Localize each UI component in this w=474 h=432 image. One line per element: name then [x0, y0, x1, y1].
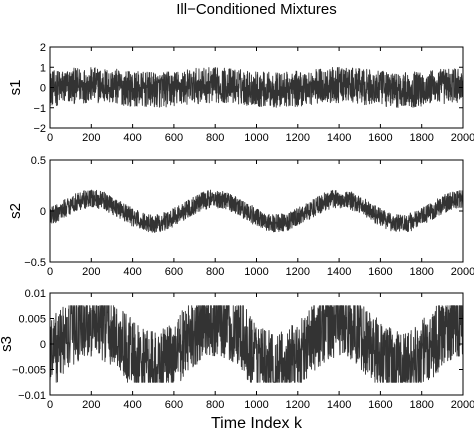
- x-tick-label: 2000: [451, 132, 474, 144]
- x-tick-label: 2000: [451, 399, 474, 411]
- figure-title: Ill−Conditioned Mixtures: [176, 1, 337, 18]
- x-tick-label: 2000: [451, 266, 474, 278]
- x-tick-label: 600: [165, 132, 183, 144]
- subplot-2: 0 200 400 600 800 1000 1200 1400 1600 1800 2000 −0.…: [7, 155, 474, 278]
- x-tick-label: 1600: [368, 132, 392, 144]
- subplot-3: 0 200 400 600 800 1000 1200 1400 1600 1800 2000 −0.…: [0, 288, 474, 411]
- x-tick-label: 400: [123, 132, 141, 144]
- x-tick-label: 800: [206, 266, 224, 278]
- x-tick-label: 1200: [286, 266, 310, 278]
- x-tick-label: 200: [82, 266, 100, 278]
- y-tick-label: 0.01: [25, 288, 46, 300]
- x-tick-label: 1000: [244, 399, 268, 411]
- y-tick-label: −0.005: [12, 365, 46, 377]
- x-tick-label: 1400: [327, 132, 351, 144]
- x-tick-label: 1600: [368, 266, 392, 278]
- y-tick-label: 0: [40, 83, 46, 95]
- y-axis-label: s3: [0, 336, 15, 352]
- series-line-s1: [49, 66, 464, 108]
- x-tick-label: 1800: [409, 399, 433, 411]
- x-tick-label: 200: [82, 399, 100, 411]
- y-axis-label: s1: [7, 80, 24, 96]
- y-tick-label: −0.01: [18, 390, 46, 402]
- y-tick-label: 0: [40, 339, 46, 351]
- x-tick-label: 0: [47, 399, 53, 411]
- y-tick-label: 0.005: [18, 314, 46, 326]
- x-tick-label: 1200: [286, 132, 310, 144]
- x-tick-label: 800: [206, 132, 224, 144]
- x-tick-label: 0: [47, 266, 53, 278]
- x-tick-label: 1000: [244, 266, 268, 278]
- x-tick-label: 600: [165, 399, 183, 411]
- y-tick-label: 0.5: [31, 155, 46, 167]
- y-tick-label: −1: [33, 103, 46, 115]
- y-tick-label: −2: [33, 123, 46, 135]
- x-tick-label: 1400: [327, 266, 351, 278]
- x-tick-label: 1000: [244, 132, 268, 144]
- x-tick-label: 1400: [327, 399, 351, 411]
- subplots: 0 200 400 600 800 1000 1200 1400 1600 1800 2000−2−…: [0, 42, 474, 411]
- x-tick-label: 400: [123, 266, 141, 278]
- x-tick-label: 1200: [286, 399, 310, 411]
- series-line-s3: [49, 305, 464, 383]
- x-tick-label: 800: [206, 399, 224, 411]
- x-tick-label: 600: [165, 266, 183, 278]
- series-line-s2: [49, 189, 464, 233]
- x-tick-label: 400: [123, 399, 141, 411]
- y-tick-label: 1: [40, 62, 46, 74]
- y-axis-label: s2: [7, 203, 24, 219]
- x-tick-label: 1800: [409, 266, 433, 278]
- y-tick-label: 0: [40, 206, 46, 218]
- x-axis-label: Time Index k: [211, 415, 303, 432]
- x-tick-label: 1600: [368, 399, 392, 411]
- x-tick-label: 0: [47, 132, 53, 144]
- subplot-1: 0 200 400 600 800 1000 1200 1400 1600 1800 2000 −2 −…: [7, 42, 474, 144]
- x-tick-label: 1800: [409, 132, 433, 144]
- y-tick-label: 2: [40, 42, 46, 54]
- x-tick-label: 200: [82, 132, 100, 144]
- y-tick-label: −0.5: [24, 257, 46, 269]
